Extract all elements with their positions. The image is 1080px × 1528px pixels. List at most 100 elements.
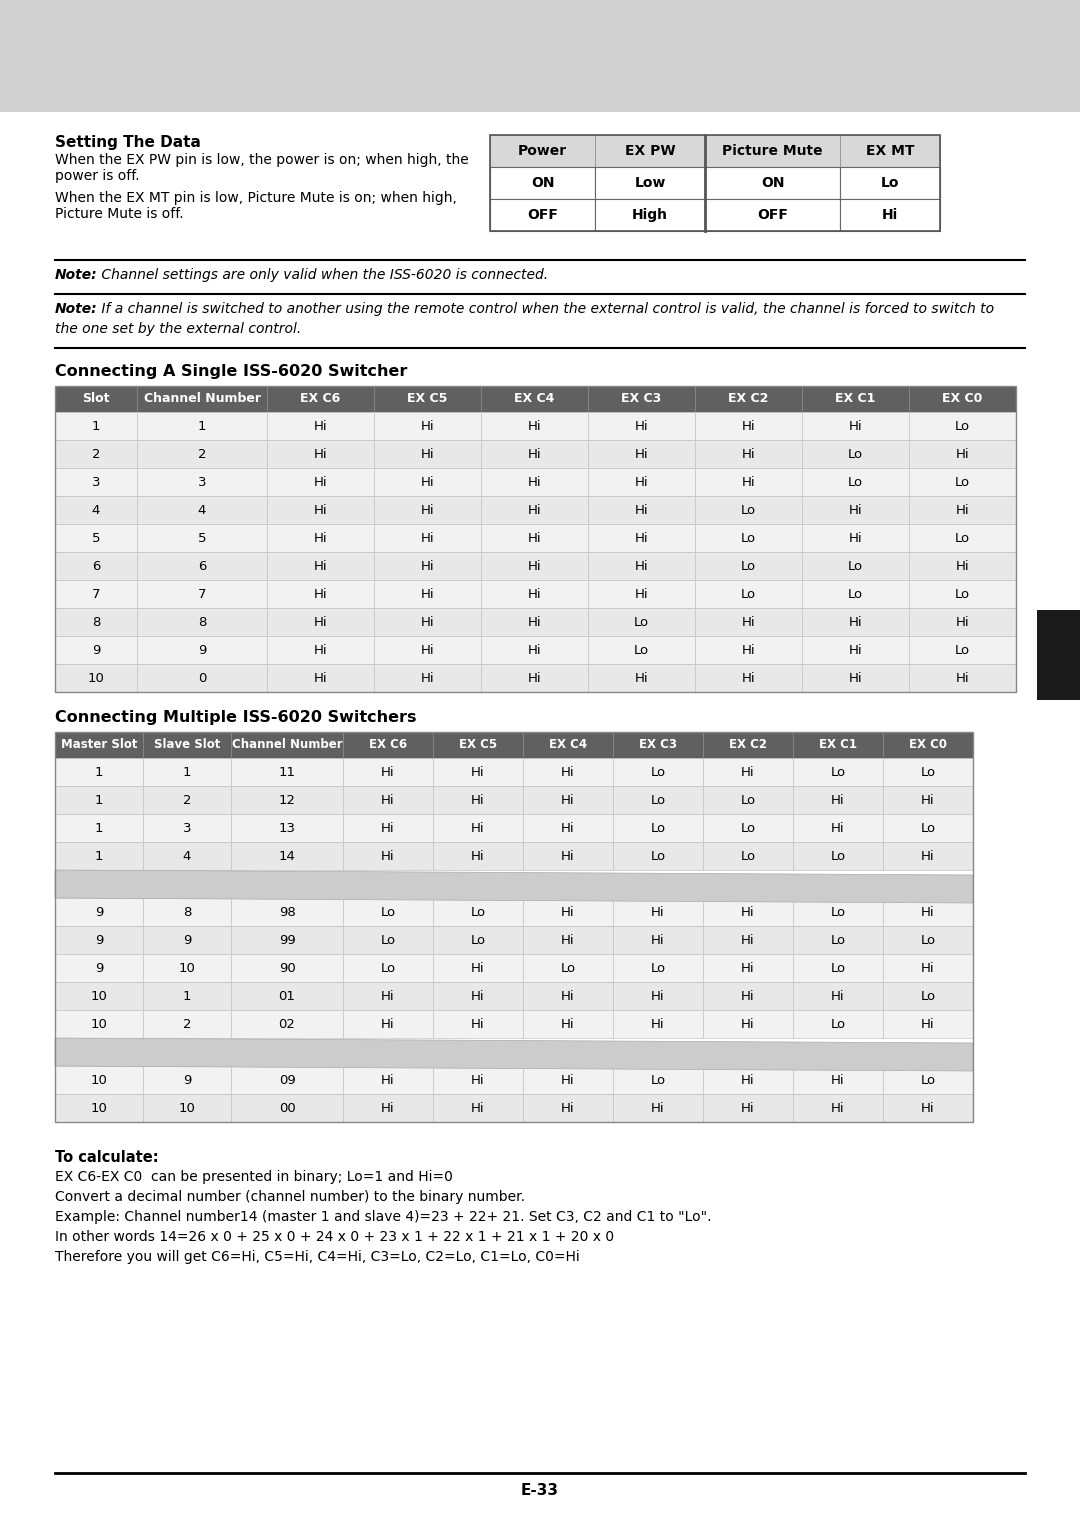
FancyBboxPatch shape xyxy=(883,814,973,842)
Text: Lo: Lo xyxy=(848,559,863,573)
Text: 9: 9 xyxy=(95,961,104,975)
Text: 12: 12 xyxy=(279,793,296,807)
FancyBboxPatch shape xyxy=(696,665,802,692)
FancyBboxPatch shape xyxy=(55,983,143,1010)
FancyBboxPatch shape xyxy=(883,953,973,983)
FancyBboxPatch shape xyxy=(696,608,802,636)
FancyBboxPatch shape xyxy=(696,552,802,581)
Text: Hi: Hi xyxy=(381,990,395,1002)
FancyBboxPatch shape xyxy=(705,199,840,231)
FancyBboxPatch shape xyxy=(793,1067,883,1094)
Text: 10: 10 xyxy=(91,1074,107,1086)
FancyBboxPatch shape xyxy=(883,732,973,758)
Text: Lo: Lo xyxy=(955,643,970,657)
Text: Lo: Lo xyxy=(650,822,665,834)
FancyBboxPatch shape xyxy=(433,842,523,869)
Text: Hi: Hi xyxy=(471,850,485,862)
FancyBboxPatch shape xyxy=(231,1010,343,1038)
FancyBboxPatch shape xyxy=(343,898,433,926)
FancyBboxPatch shape xyxy=(595,167,705,199)
Text: 90: 90 xyxy=(279,961,295,975)
FancyBboxPatch shape xyxy=(909,524,1016,552)
Text: 4: 4 xyxy=(92,504,100,516)
Text: Hi: Hi xyxy=(742,671,755,685)
FancyBboxPatch shape xyxy=(909,636,1016,665)
Text: Lo: Lo xyxy=(920,766,935,778)
FancyBboxPatch shape xyxy=(55,440,137,468)
FancyBboxPatch shape xyxy=(231,983,343,1010)
Text: EX C6-EX C0  can be presented in binary; Lo=1 and Hi=0: EX C6-EX C0 can be presented in binary; … xyxy=(55,1170,453,1184)
Text: ON: ON xyxy=(760,176,784,189)
Text: 6: 6 xyxy=(92,559,100,573)
FancyBboxPatch shape xyxy=(55,1067,143,1094)
FancyBboxPatch shape xyxy=(696,387,802,413)
Text: the one set by the external control.: the one set by the external control. xyxy=(55,322,301,336)
FancyBboxPatch shape xyxy=(490,199,595,231)
Text: Hi: Hi xyxy=(849,671,862,685)
FancyBboxPatch shape xyxy=(55,1010,143,1038)
Text: In other words 14=26 x 0 + 25 x 0 + 24 x 0 + 23 x 1 + 22 x 1 + 21 x 1 + 20 x 0: In other words 14=26 x 0 + 25 x 0 + 24 x… xyxy=(55,1230,615,1244)
Text: Hi: Hi xyxy=(421,587,434,601)
Text: Lo: Lo xyxy=(831,850,846,862)
FancyBboxPatch shape xyxy=(231,758,343,785)
FancyBboxPatch shape xyxy=(595,199,705,231)
Text: Hi: Hi xyxy=(381,1102,395,1114)
Text: Lo: Lo xyxy=(955,475,970,489)
FancyBboxPatch shape xyxy=(705,167,840,199)
FancyBboxPatch shape xyxy=(0,112,1080,1528)
Text: Hi: Hi xyxy=(921,793,935,807)
FancyBboxPatch shape xyxy=(523,953,613,983)
FancyBboxPatch shape xyxy=(802,608,909,636)
Text: Hi: Hi xyxy=(562,1102,575,1114)
FancyBboxPatch shape xyxy=(343,814,433,842)
Text: Hi: Hi xyxy=(381,1018,395,1030)
Text: 09: 09 xyxy=(279,1074,295,1086)
FancyBboxPatch shape xyxy=(588,552,696,581)
Text: Hi: Hi xyxy=(635,448,648,460)
Text: 4: 4 xyxy=(183,850,191,862)
FancyBboxPatch shape xyxy=(703,732,793,758)
FancyBboxPatch shape xyxy=(433,1067,523,1094)
FancyBboxPatch shape xyxy=(137,552,267,581)
Text: Note:: Note: xyxy=(55,267,97,283)
Text: Hi: Hi xyxy=(313,504,327,516)
FancyBboxPatch shape xyxy=(343,1067,433,1094)
FancyBboxPatch shape xyxy=(703,953,793,983)
FancyBboxPatch shape xyxy=(143,1010,231,1038)
FancyBboxPatch shape xyxy=(909,468,1016,497)
FancyBboxPatch shape xyxy=(143,758,231,785)
Text: 3: 3 xyxy=(198,475,206,489)
Text: 10: 10 xyxy=(91,990,107,1002)
Text: Lo: Lo xyxy=(634,643,649,657)
FancyBboxPatch shape xyxy=(55,732,143,758)
Text: Low: Low xyxy=(634,176,665,189)
FancyBboxPatch shape xyxy=(523,1094,613,1122)
FancyBboxPatch shape xyxy=(137,387,267,413)
Text: Hi: Hi xyxy=(635,559,648,573)
FancyBboxPatch shape xyxy=(883,758,973,785)
Text: Slave Slot: Slave Slot xyxy=(153,738,220,752)
Text: Hi: Hi xyxy=(528,671,541,685)
Text: Hi: Hi xyxy=(421,616,434,628)
Text: Hi: Hi xyxy=(956,559,970,573)
FancyBboxPatch shape xyxy=(523,926,613,953)
Text: 9: 9 xyxy=(198,643,206,657)
FancyBboxPatch shape xyxy=(137,608,267,636)
Text: Lo: Lo xyxy=(920,822,935,834)
Text: Lo: Lo xyxy=(741,793,756,807)
Text: Hi: Hi xyxy=(832,990,845,1002)
Text: Hi: Hi xyxy=(381,793,395,807)
Text: Lo: Lo xyxy=(741,850,756,862)
Text: Hi: Hi xyxy=(956,616,970,628)
FancyBboxPatch shape xyxy=(523,983,613,1010)
FancyBboxPatch shape xyxy=(343,732,433,758)
Text: Hi: Hi xyxy=(528,448,541,460)
FancyBboxPatch shape xyxy=(55,608,137,636)
FancyBboxPatch shape xyxy=(433,758,523,785)
Text: 13: 13 xyxy=(279,822,296,834)
Text: 8: 8 xyxy=(198,616,206,628)
FancyBboxPatch shape xyxy=(343,758,433,785)
FancyBboxPatch shape xyxy=(433,1010,523,1038)
FancyBboxPatch shape xyxy=(143,1067,231,1094)
FancyBboxPatch shape xyxy=(909,413,1016,440)
